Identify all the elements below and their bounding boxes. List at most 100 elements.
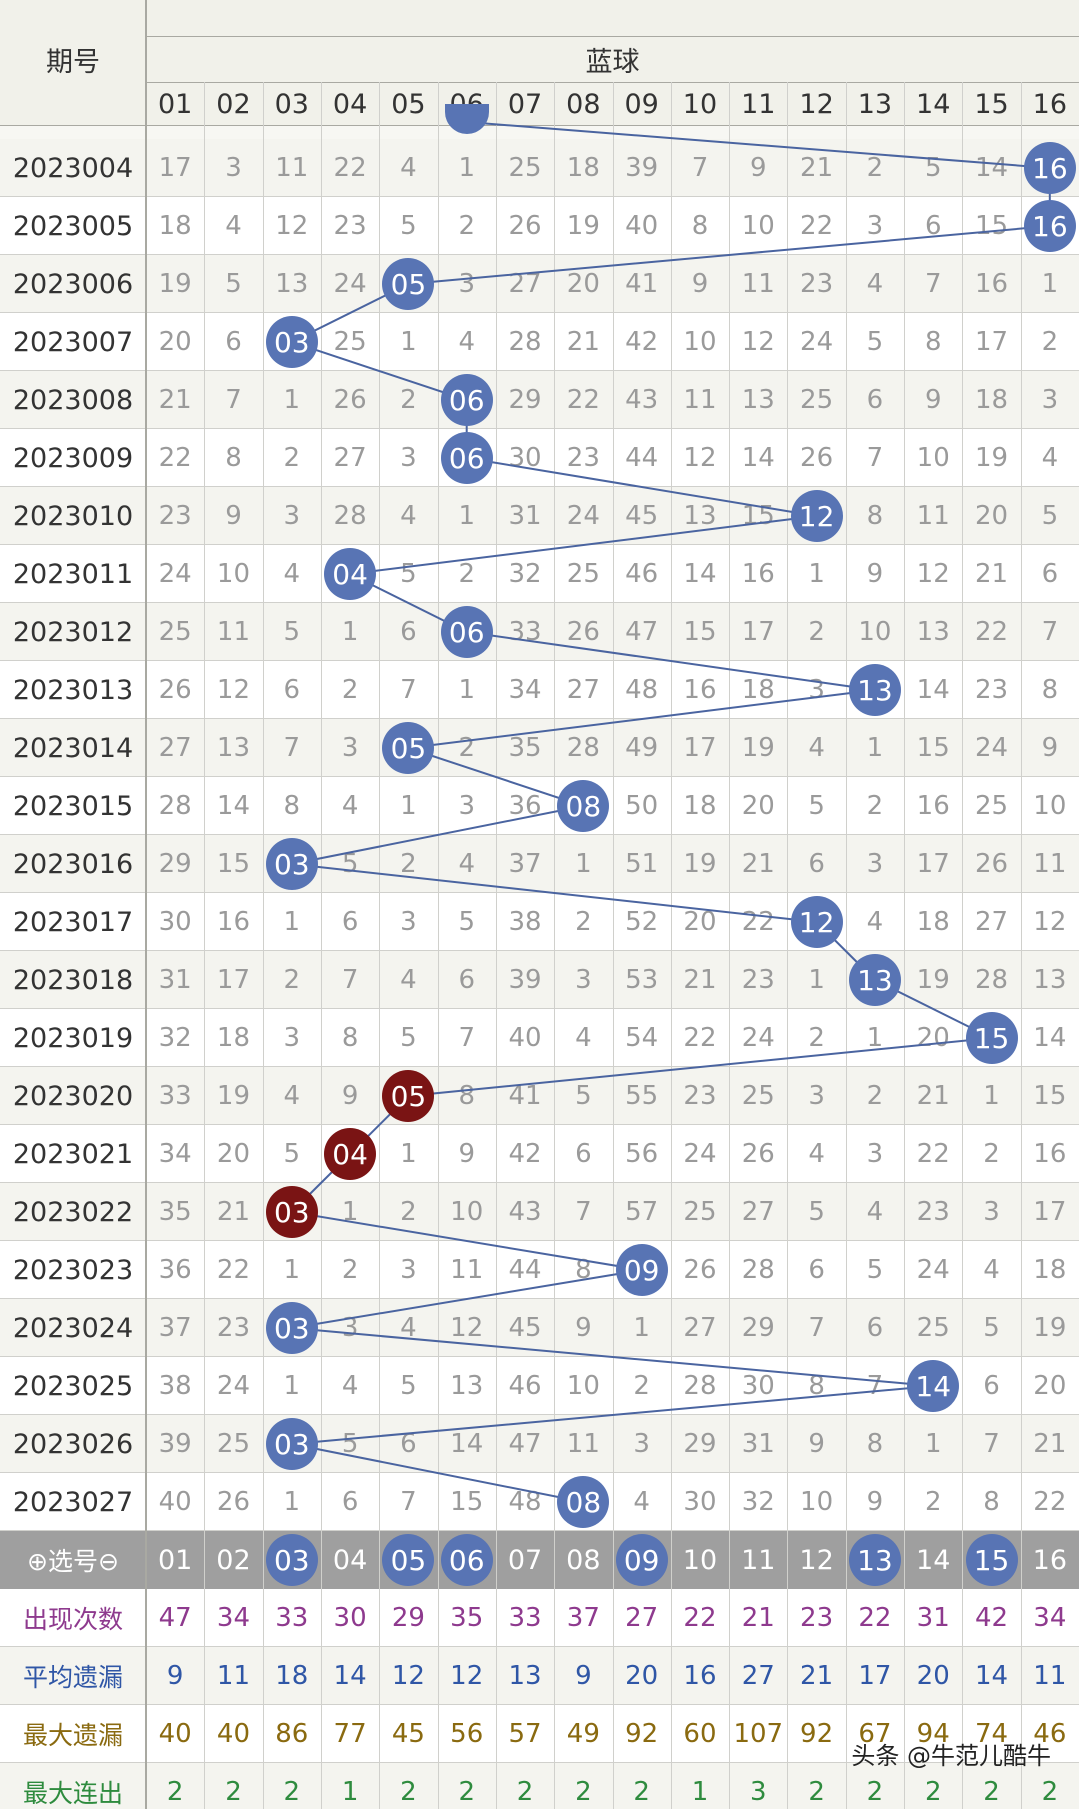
miss-count-cell: 5 bbox=[225, 269, 242, 299]
miss-count-cell: 1 bbox=[458, 153, 475, 183]
hit-ball: 06 bbox=[440, 374, 493, 426]
miss-count-cell: 6 bbox=[400, 1429, 417, 1459]
select-number-selected[interactable]: 03 bbox=[265, 1534, 318, 1586]
miss-count-cell: 2 bbox=[808, 617, 825, 647]
miss-count-cell: 22 bbox=[916, 1139, 950, 1169]
select-number[interactable]: 02 bbox=[216, 1544, 251, 1576]
period-cell: 2023015 bbox=[12, 790, 134, 822]
miss-count-cell: 1 bbox=[458, 675, 475, 705]
miss-count-cell: 22 bbox=[333, 153, 367, 183]
select-number[interactable]: 01 bbox=[157, 1544, 193, 1576]
miss-count-cell: 4 bbox=[866, 1197, 884, 1227]
miss-count-cell: 13 bbox=[275, 269, 309, 299]
miss-count-cell: 5 bbox=[400, 211, 417, 241]
miss-count-cell: 7 bbox=[400, 675, 417, 705]
select-number[interactable]: 04 bbox=[332, 1544, 368, 1576]
miss-count-cell: 8 bbox=[924, 327, 942, 357]
miss-count-cell: 13 bbox=[916, 617, 950, 647]
miss-count-cell: 31 bbox=[508, 501, 542, 531]
select-number-selected[interactable]: 05 bbox=[382, 1534, 435, 1586]
stats-value: 46 bbox=[1033, 1719, 1067, 1749]
period-cell: 2023016 bbox=[12, 848, 134, 880]
stats-value: 34 bbox=[216, 1603, 251, 1633]
select-number[interactable]: 14 bbox=[916, 1544, 951, 1576]
select-number[interactable]: 07 bbox=[507, 1544, 543, 1576]
column-divider bbox=[379, 82, 380, 1809]
header-divider bbox=[146, 82, 1079, 83]
miss-count-cell: 3 bbox=[866, 211, 884, 241]
miss-count-cell: 4 bbox=[1041, 443, 1059, 473]
column-divider bbox=[904, 82, 905, 1809]
miss-count-cell: 41 bbox=[625, 269, 659, 299]
miss-count-cell: 3 bbox=[283, 501, 301, 531]
miss-count-cell: 1 bbox=[575, 849, 592, 879]
select-number[interactable]: 16 bbox=[1032, 1544, 1068, 1576]
stats-value: 57 bbox=[508, 1719, 542, 1749]
stats-label: 最大连出 bbox=[22, 1779, 123, 1808]
stats-value: 2 bbox=[808, 1777, 825, 1807]
miss-count-cell: 25 bbox=[566, 559, 600, 589]
miss-count-cell: 4 bbox=[283, 559, 301, 589]
miss-count-cell: 10 bbox=[216, 559, 251, 589]
select-number[interactable]: 08 bbox=[566, 1544, 601, 1576]
miss-count-cell: 11 bbox=[566, 1429, 600, 1459]
miss-count-cell: 1 bbox=[808, 559, 825, 589]
stats-value: 2 bbox=[458, 1777, 475, 1807]
miss-count-cell: 1 bbox=[400, 327, 417, 357]
miss-count-cell: 26 bbox=[508, 211, 542, 241]
hit-ball: 13 bbox=[848, 664, 901, 716]
miss-count-cell: 6 bbox=[983, 1371, 1000, 1401]
miss-count-cell: 28 bbox=[508, 327, 542, 357]
miss-count-cell: 19 bbox=[916, 965, 950, 995]
miss-count-cell: 12 bbox=[216, 675, 251, 705]
miss-count-cell: 5 bbox=[866, 1255, 884, 1285]
miss-count-cell: 4 bbox=[283, 1081, 301, 1111]
miss-count-cell: 7 bbox=[866, 443, 884, 473]
miss-count-cell: 18 bbox=[216, 1023, 251, 1053]
miss-count-cell: 6 bbox=[1041, 559, 1059, 589]
stats-label: 最大遗漏 bbox=[22, 1721, 123, 1750]
select-number[interactable]: 12 bbox=[799, 1544, 834, 1576]
miss-count-cell: 7 bbox=[983, 1429, 1000, 1459]
select-number[interactable]: 11 bbox=[741, 1544, 776, 1576]
miss-count-cell: 7 bbox=[866, 1371, 884, 1401]
miss-count-cell: 54 bbox=[625, 1023, 659, 1053]
miss-count-cell: 6 bbox=[924, 211, 942, 241]
stats-value: 11 bbox=[216, 1661, 251, 1691]
miss-count-cell: 22 bbox=[1033, 1487, 1067, 1517]
period-header-label: 期号 bbox=[46, 46, 100, 78]
stats-value: 45 bbox=[391, 1719, 425, 1749]
miss-count-cell: 23 bbox=[333, 211, 367, 241]
miss-count-cell: 13 bbox=[683, 501, 717, 531]
miss-count-cell: 3 bbox=[458, 791, 475, 821]
header-divider bbox=[146, 36, 1079, 37]
select-number-selected[interactable]: 09 bbox=[615, 1534, 668, 1586]
stats-row bbox=[0, 1705, 1079, 1763]
miss-count-cell: 22 bbox=[683, 1023, 717, 1053]
miss-count-cell: 40 bbox=[625, 211, 659, 241]
miss-count-cell: 2 bbox=[458, 211, 475, 241]
stats-value: 60 bbox=[683, 1719, 717, 1749]
miss-count-cell: 23 bbox=[566, 443, 600, 473]
miss-count-cell: 11 bbox=[216, 617, 251, 647]
miss-count-cell: 1 bbox=[924, 1429, 942, 1459]
stats-value: 2 bbox=[1041, 1777, 1059, 1807]
select-number-selected[interactable]: 13 bbox=[848, 1534, 901, 1586]
miss-count-cell: 24 bbox=[683, 1139, 717, 1169]
miss-count-cell: 24 bbox=[974, 733, 1009, 763]
miss-count-cell: 28 bbox=[974, 965, 1009, 995]
miss-count-cell: 11 bbox=[450, 1255, 484, 1285]
select-number[interactable]: 10 bbox=[682, 1544, 718, 1576]
select-toggle[interactable]: ⊕选号⊖ bbox=[27, 1547, 119, 1576]
hit-ball: 04 bbox=[324, 548, 377, 600]
miss-count-cell: 7 bbox=[400, 1487, 417, 1517]
stats-row bbox=[0, 1589, 1079, 1647]
stats-value: 34 bbox=[1033, 1603, 1067, 1633]
miss-count-cell: 6 bbox=[575, 1139, 592, 1169]
select-number-selected[interactable]: 15 bbox=[965, 1534, 1018, 1586]
select-number-selected[interactable]: 06 bbox=[440, 1534, 493, 1586]
miss-count-cell: 5 bbox=[808, 791, 825, 821]
hit-ball: 12 bbox=[790, 896, 843, 948]
section-header-label: 蓝球 bbox=[585, 46, 640, 78]
miss-count-cell: 22 bbox=[741, 907, 775, 937]
